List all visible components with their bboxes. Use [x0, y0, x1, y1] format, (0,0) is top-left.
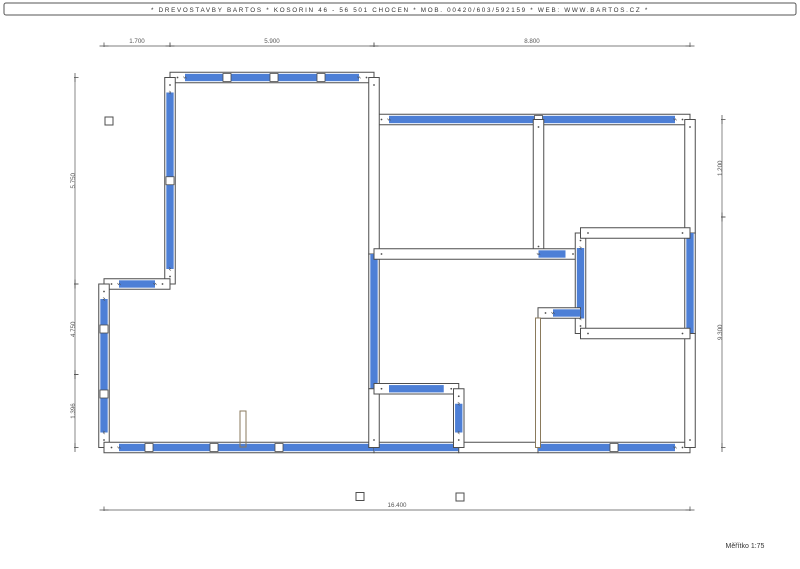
svg-text:5.900: 5.900: [264, 38, 280, 45]
svg-text:16.400: 16.400: [388, 502, 407, 509]
svg-text:1.700: 1.700: [129, 38, 145, 45]
svg-text:* DREVOSTAVBY BARTOS * KOSORIN: * DREVOSTAVBY BARTOS * KOSORIN 46 - 56 5…: [151, 7, 649, 14]
svg-text:5.750: 5.750: [70, 172, 77, 188]
svg-text:Měřítko 1:75: Měřítko 1:75: [726, 543, 765, 550]
svg-text:9.300: 9.300: [717, 324, 724, 340]
svg-text:1.396: 1.396: [70, 403, 77, 419]
svg-text:4.750: 4.750: [70, 321, 77, 337]
svg-text:8.800: 8.800: [524, 38, 540, 45]
svg-text:1.200: 1.200: [717, 160, 724, 176]
